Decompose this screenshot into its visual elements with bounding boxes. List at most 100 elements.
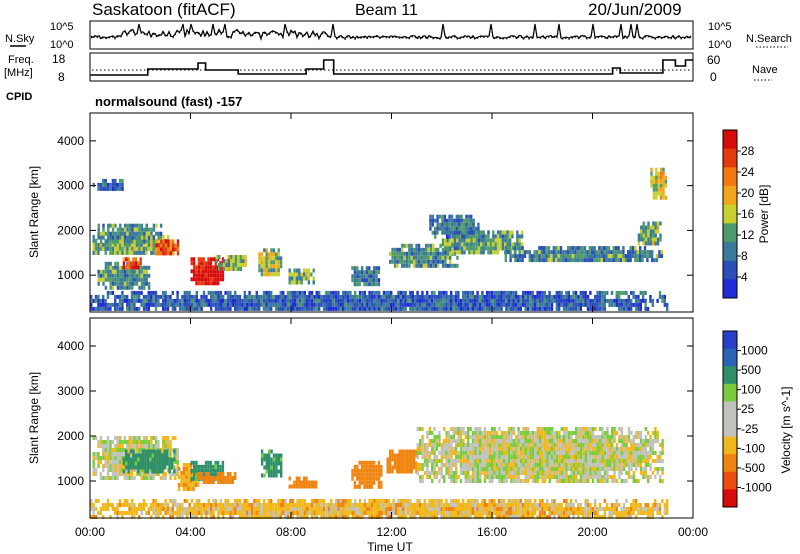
- heatmap-cell: [121, 460, 124, 464]
- heatmap-cell: [303, 294, 306, 299]
- heatmap-cell: [448, 234, 451, 239]
- heatmap-cell: [596, 463, 599, 467]
- heatmap-cell: [236, 499, 239, 503]
- heatmap-cell: [490, 302, 494, 307]
- heatmap-cell: [572, 467, 575, 471]
- heatmap-cell: [138, 448, 141, 452]
- heatmap-cell: [147, 242, 151, 247]
- heatmap-cell: [128, 231, 132, 236]
- heatmap-cell: [472, 226, 475, 231]
- heatmap-cell: [106, 476, 110, 480]
- heatmap-cell: [139, 257, 142, 262]
- heatmap-cell: [553, 443, 556, 447]
- heatmap-cell: [216, 460, 220, 465]
- heatmap-cell: [515, 467, 518, 471]
- heatmap-cell: [402, 294, 405, 299]
- heatmap-cell: [387, 298, 390, 303]
- heatmap-cell: [305, 476, 308, 481]
- heatmap-cell: [567, 250, 570, 255]
- heatmap-cell: [504, 230, 507, 235]
- heatmap-cell: [433, 294, 436, 299]
- heatmap-cell: [494, 242, 497, 247]
- heatmap-cell: [258, 515, 261, 519]
- heatmap-cell: [401, 255, 404, 260]
- heatmap-cell: [265, 252, 268, 257]
- heatmap-cell: [476, 451, 479, 455]
- heatmap-cell: [130, 503, 134, 507]
- heatmap-cell: [142, 440, 146, 444]
- heatmap-cell: [654, 431, 657, 435]
- heatmap-cell: [635, 435, 638, 439]
- heatmap-cell: [334, 507, 338, 511]
- heatmap-cell: [212, 480, 215, 484]
- heatmap-cell: [130, 294, 134, 299]
- heatmap-cell: [226, 503, 230, 507]
- heatmap-cell: [358, 499, 362, 503]
- heatmap-cell: [244, 259, 247, 263]
- heatmap-cell: [547, 258, 551, 263]
- heatmap-cell: [166, 298, 170, 303]
- heatmap-cell: [339, 306, 342, 311]
- heatmap-cell: [140, 503, 143, 507]
- heatmap-cell: [255, 507, 258, 511]
- heatmap-cell: [438, 222, 442, 227]
- heatmap-cell: [611, 447, 614, 451]
- heatmap-cell: [162, 507, 165, 511]
- heatmap-cell: [410, 243, 413, 248]
- heatmap-cell: [210, 306, 213, 311]
- heatmap-cell: [126, 476, 129, 480]
- heatmap-cell: [372, 270, 376, 275]
- heatmap-cell: [603, 467, 607, 471]
- heatmap-cell: [218, 255, 221, 259]
- heatmap-cell: [515, 443, 518, 447]
- heatmap-cell: [656, 221, 660, 226]
- heatmap-cell: [587, 439, 590, 443]
- heatmap-cell: [462, 455, 465, 459]
- heatmap-cell: [653, 258, 656, 263]
- heatmap-cell: [139, 457, 142, 462]
- heatmap-cell: [94, 468, 98, 472]
- heatmap-cell: [234, 263, 238, 267]
- heatmap-cell: [478, 294, 482, 299]
- heatmap-cell: [518, 242, 521, 247]
- heatmap-cell: [534, 435, 537, 439]
- heatmap-cell: [219, 476, 222, 480]
- heatmap-cell: [570, 435, 573, 439]
- heatmap-cell: [190, 269, 193, 274]
- heatmap-cell: [526, 306, 530, 311]
- heatmap-cell: [493, 447, 496, 451]
- heatmap-cell: [529, 443, 532, 447]
- heatmap-cell: [190, 499, 194, 503]
- heatmap-cell: [253, 294, 256, 299]
- heatmap-cell: [642, 455, 645, 459]
- heatmap-cell: [523, 254, 527, 259]
- heatmap-cell: [603, 451, 607, 455]
- heatmap-cell: [620, 467, 623, 471]
- heatmap-cell: [522, 455, 525, 459]
- heatmap-cell: [219, 273, 222, 278]
- heatmap-cell: [477, 250, 481, 255]
- heatmap-cell: [385, 302, 388, 307]
- heatmap-cell: [234, 499, 237, 503]
- heatmap-cell: [499, 246, 502, 251]
- heatmap-cell: [102, 186, 105, 191]
- heatmap-cell: [410, 465, 413, 470]
- heatmap-cell: [351, 511, 354, 515]
- heatmap-cell: [192, 257, 196, 262]
- heatmap-cell: [510, 463, 513, 467]
- heatmap-cell: [436, 230, 439, 235]
- heatmap-cell: [527, 435, 530, 439]
- heatmap-cell: [307, 280, 311, 285]
- heatmap-cell: [517, 459, 520, 463]
- heatmap-cell: [469, 427, 472, 431]
- heatmap-cell: [479, 467, 482, 471]
- heatmap-cell: [280, 453, 283, 458]
- heatmap-cell: [195, 281, 198, 286]
- heatmap-cell: [116, 511, 119, 515]
- heatmap-cell: [553, 447, 556, 451]
- heatmap-cell: [510, 459, 513, 463]
- heatmap-cell: [637, 455, 640, 459]
- heatmap-cell: [656, 229, 660, 234]
- heatmap-cell: [121, 515, 124, 519]
- heatmap-cell: [169, 476, 172, 480]
